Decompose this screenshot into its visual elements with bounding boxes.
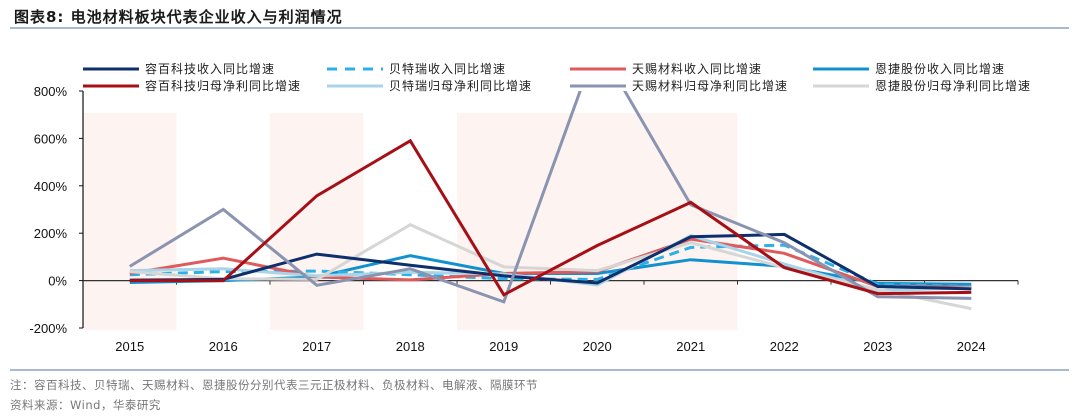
legend-label: 恩捷股份收入同比增速	[875, 62, 1005, 76]
shaded-period	[457, 113, 738, 330]
x-tick-label: 2024	[957, 339, 986, 354]
legend-label: 天赐材料收入同比增速	[632, 62, 762, 76]
x-tick-label: 2017	[302, 339, 331, 354]
series-line-1	[129, 138, 972, 297]
legend-label: 贝特瑞归母净利同比增速	[389, 78, 532, 93]
x-tick-label: 2020	[583, 339, 612, 354]
footer-divider	[10, 369, 1069, 371]
series-line-5	[129, 91, 972, 304]
legend-label: 天赐材料归母净利同比增速	[632, 79, 788, 93]
legend-label: 容百科技归母净利同比增速	[145, 78, 301, 93]
x-tick-label: 2015	[115, 339, 144, 354]
source-note: 资料来源：Wind，华泰研究	[10, 398, 161, 412]
x-tick-label: 2019	[489, 339, 518, 354]
footnote: 注：容百科技、贝特瑞、天赐材料、恩捷股份分别代表三元正极材料、负极材料、电解液、…	[10, 378, 538, 392]
x-tick-label: 2018	[396, 339, 425, 354]
legend-label: 恩捷股份归母净利同比增速	[875, 79, 1031, 93]
y-tick-label: 800%	[34, 84, 68, 99]
series-line-0	[129, 232, 972, 291]
x-tick-label: 2016	[209, 339, 238, 354]
chart-title: 图表8: 电池材料板块代表企业收入与利润情况	[14, 8, 343, 26]
legend-label: 容百科技收入同比增速	[145, 61, 275, 76]
y-tick-label: 600%	[34, 131, 68, 146]
y-tick-label: -200%	[29, 321, 67, 336]
x-tick-label: 2023	[863, 339, 892, 354]
y-tick-label: 0%	[48, 274, 67, 289]
y-tick-label: 400%	[34, 179, 68, 194]
title-divider	[10, 27, 1069, 29]
legend-label: 贝特瑞收入同比增速	[389, 61, 506, 76]
shaded-period	[270, 113, 364, 330]
x-tick-label: 2021	[676, 339, 705, 354]
shaded-period	[83, 113, 177, 330]
x-tick-label: 2022	[770, 339, 799, 354]
y-tick-label: 200%	[34, 226, 68, 241]
